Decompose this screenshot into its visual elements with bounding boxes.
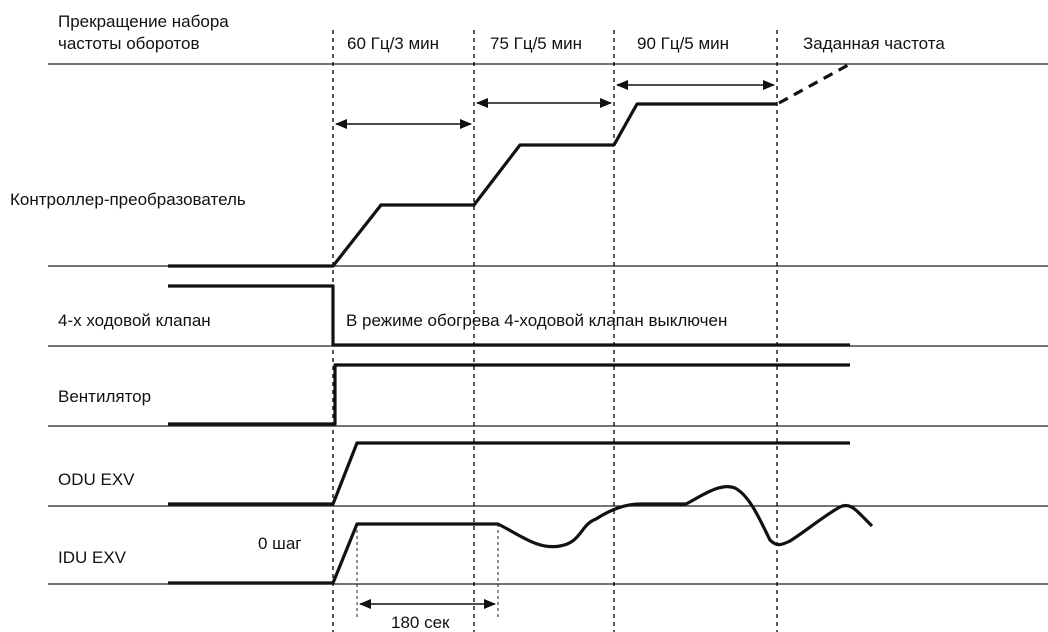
stage-60hz-label: 60 Гц/3 мин — [347, 34, 439, 53]
target-frequency-ramp — [778, 62, 851, 105]
diagram-title-line1: Прекращение набора — [58, 12, 229, 31]
stage-75hz-label: 75 Гц/5 мин — [490, 34, 582, 53]
valve-signal — [168, 284, 850, 347]
idu-exv-row-label: IDU EXV — [58, 548, 127, 567]
diagram-title-line2: частоты оборотов — [58, 34, 199, 53]
timer-180s-label: 180 сек — [391, 613, 450, 632]
odu-exv-signal — [168, 441, 850, 506]
controller-frequency-signal — [168, 102, 777, 268]
valve-state-note: В режиме обогрева 4-ходовой клапан выклю… — [346, 311, 727, 330]
target-frequency-label: Заданная частота — [803, 34, 945, 53]
fan-signal — [168, 363, 850, 426]
controller-row-label: Контроллер-преобразователь — [10, 190, 246, 209]
stage-90hz-label: 90 Гц/5 мин — [637, 34, 729, 53]
idu-exv-signal — [168, 485, 874, 585]
fan-row-label: Вентилятор — [58, 387, 151, 406]
idu-exv-zero-step-label: 0 шаг — [258, 534, 301, 553]
valve-row-label: 4-х ходовой клапан — [58, 311, 211, 330]
odu-exv-row-label: ODU EXV — [58, 470, 135, 489]
